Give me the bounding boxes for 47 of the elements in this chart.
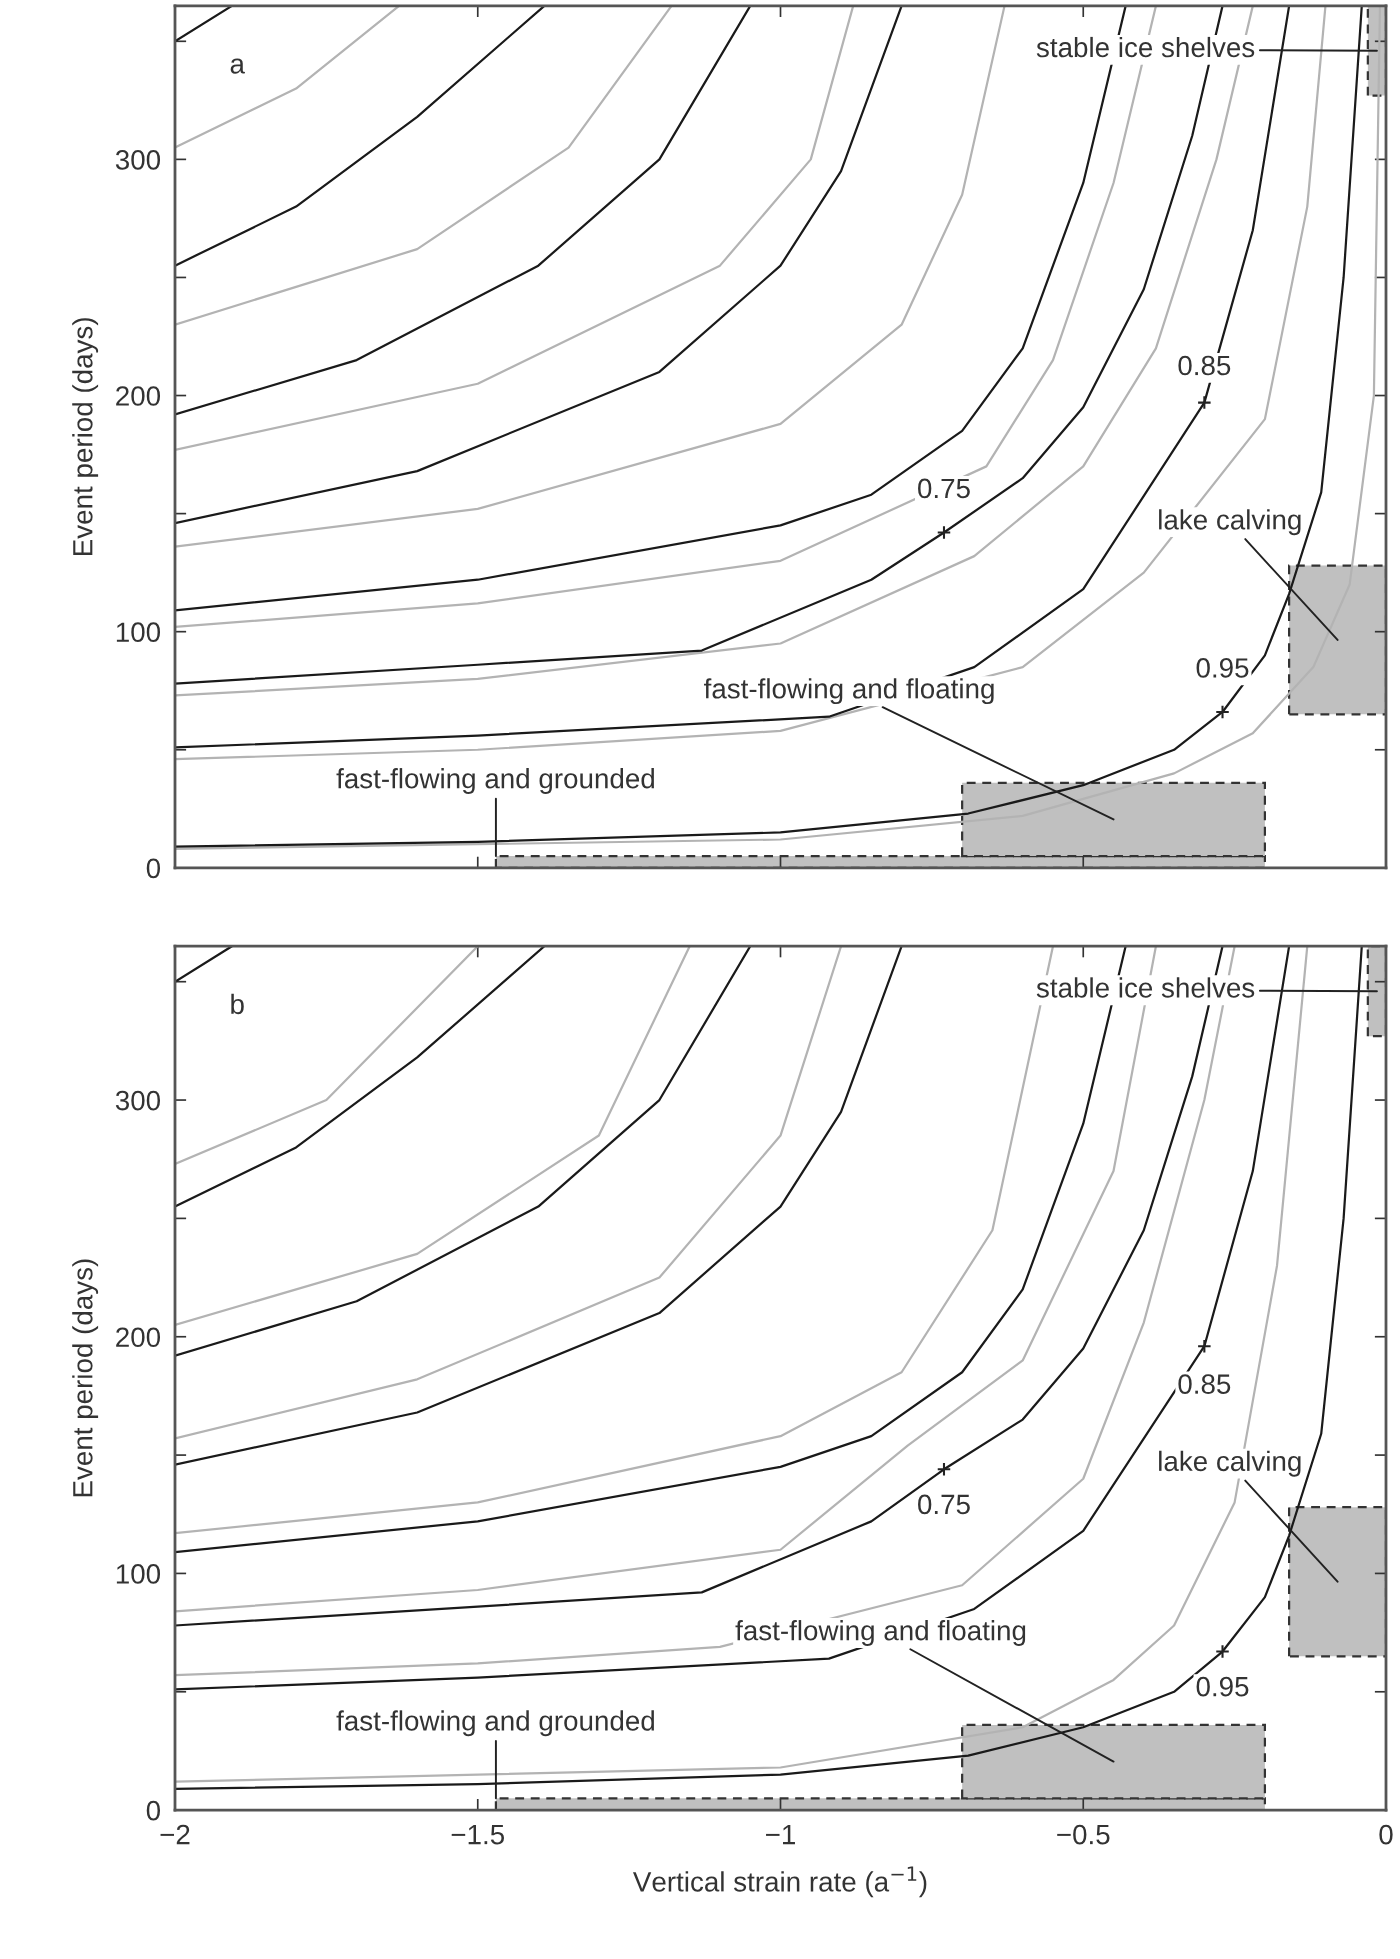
line-series [175, 5, 855, 451]
y-tick-label: 200 [116, 386, 161, 406]
y-tick-label: 200 [116, 1327, 161, 1348]
line-series [175, 946, 546, 1208]
y-tick-label: 300 [115, 1090, 161, 1111]
point [1197, 1338, 1212, 1354]
point [1215, 704, 1230, 720]
annotation: fast-flowing and floating [735, 1620, 1026, 1646]
annotation: b [231, 993, 244, 1015]
annotation: 0.85 [1178, 1374, 1231, 1394]
x-axis-title: Vertical strain rate (a$^{−1}$) [632, 1866, 927, 1898]
annotation: stable ice shelves [1036, 36, 1255, 58]
y-axis-title: Event period (days) [72, 1259, 99, 1497]
annotation: fast-flowing and floating [704, 678, 994, 705]
annotation: fast-flowing and grounded [336, 768, 654, 794]
annotation: lake calving [1159, 1450, 1301, 1477]
point [936, 525, 952, 540]
y-tick-label: 0 [146, 858, 161, 879]
x-tick-label: −2 [160, 1824, 190, 1845]
annotation: stable ice shelves [1036, 977, 1255, 998]
line-series [175, 5, 903, 525]
line-series [175, 5, 546, 267]
y-tick-label: 100 [116, 622, 161, 643]
annotation: 0.75 [918, 1494, 970, 1515]
y-tick-label: 0 [146, 1800, 161, 1821]
x-tick-label: −0.5 [1057, 1824, 1110, 1845]
annotation: fast-flowing and grounded [336, 1710, 654, 1737]
line-series [175, 5, 673, 326]
annotation: a [230, 58, 245, 74]
point [1197, 395, 1212, 410]
line-series [175, 5, 1006, 548]
annotation: 0.85 [1178, 355, 1231, 376]
y-tick-label: 100 [116, 1564, 161, 1584]
point [936, 1461, 952, 1477]
annotation: 0.95 [1196, 1676, 1249, 1697]
annotation: 0.75 [918, 478, 970, 499]
line-series [175, 5, 752, 416]
annotation: 0.95 [1196, 658, 1249, 678]
x-tick-label: −1 [766, 1825, 795, 1845]
line-series [175, 946, 691, 1327]
y-axis-title: Event period (days) [72, 318, 99, 555]
line-series [175, 946, 752, 1357]
x-tick-label: 0 [1379, 1824, 1393, 1845]
point [1215, 1644, 1230, 1659]
annotation: lake calving [1159, 509, 1301, 536]
y-tick-label: 300 [115, 150, 161, 170]
x-tick-label: −1.5 [451, 1825, 504, 1845]
